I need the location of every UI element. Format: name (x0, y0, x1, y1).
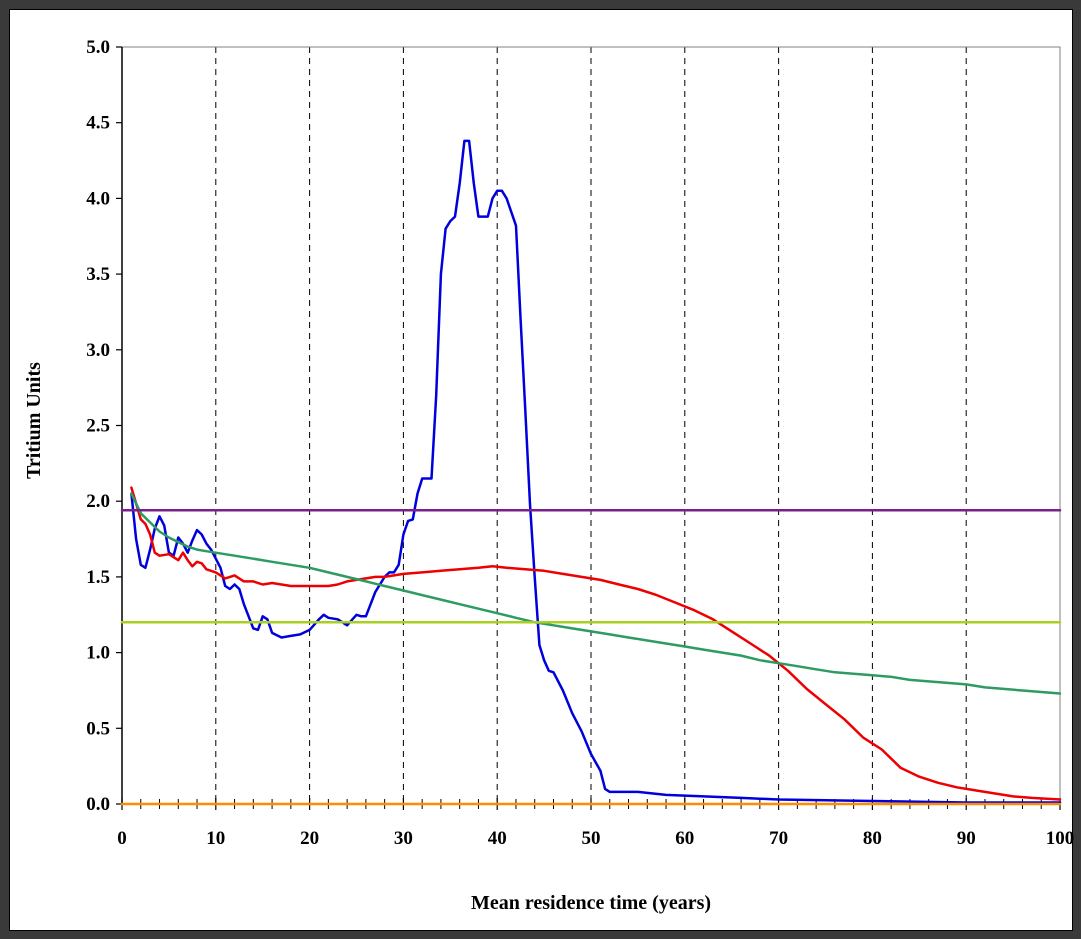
x-tick-label: 10 (206, 828, 225, 849)
y-tick-label: 4.0 (86, 188, 110, 209)
y-tick-label: 4.5 (86, 113, 110, 134)
y-tick-label: 3.0 (86, 340, 110, 361)
series-lines (120, 139, 1062, 806)
y-tick-label: 3.5 (86, 264, 110, 285)
x-tick-label: 100 (1046, 828, 1074, 849)
chart-frame: 0 10 20 30 40 50 60 70 80 90 100 0.0 0.5 1.0 1.5 2.0 2.… (9, 9, 1074, 931)
y-tick-label: 5.0 (86, 37, 110, 58)
x-tick-label: 40 (488, 828, 507, 849)
y-tick-label: 1.0 (86, 643, 110, 664)
y-tick-label: 2.5 (86, 416, 110, 437)
line-chart: 0 10 20 30 40 50 60 70 80 90 100 0.0 0.5 1.0 1.5 2.0 2.… (23, 37, 1074, 914)
x-tick-label: 60 (675, 828, 694, 849)
x-tick-label: 50 (582, 828, 601, 849)
axes (116, 46, 1061, 810)
x-tick-label: 0 (117, 828, 127, 849)
series-line-3 (130, 492, 1062, 695)
x-tick-label: 30 (394, 828, 413, 849)
series-line-2 (130, 486, 1062, 801)
x-tick-label: 70 (769, 828, 788, 849)
series-line-1 (130, 139, 1062, 804)
y-tick-label: 0.0 (86, 794, 110, 815)
y-tick-label: 1.5 (86, 567, 110, 588)
y-tick-label: 2.0 (86, 491, 110, 512)
x-tick-label: 90 (957, 828, 976, 849)
x-tick-label: 20 (300, 828, 319, 849)
x-axis-title: Mean residence time (years) (471, 892, 711, 914)
x-tick-labels: 0 10 20 30 40 50 60 70 80 90 100 (117, 828, 1074, 849)
x-tick-label: 80 (863, 828, 882, 849)
y-axis-title: Tritium Units (23, 362, 45, 479)
y-tick-labels: 0.0 0.5 1.0 1.5 2.0 2.5 3.0 3.5 4.0 4.5 5.0 (86, 37, 110, 815)
gridlines (215, 47, 967, 804)
y-tick-label: 0.5 (86, 718, 110, 739)
